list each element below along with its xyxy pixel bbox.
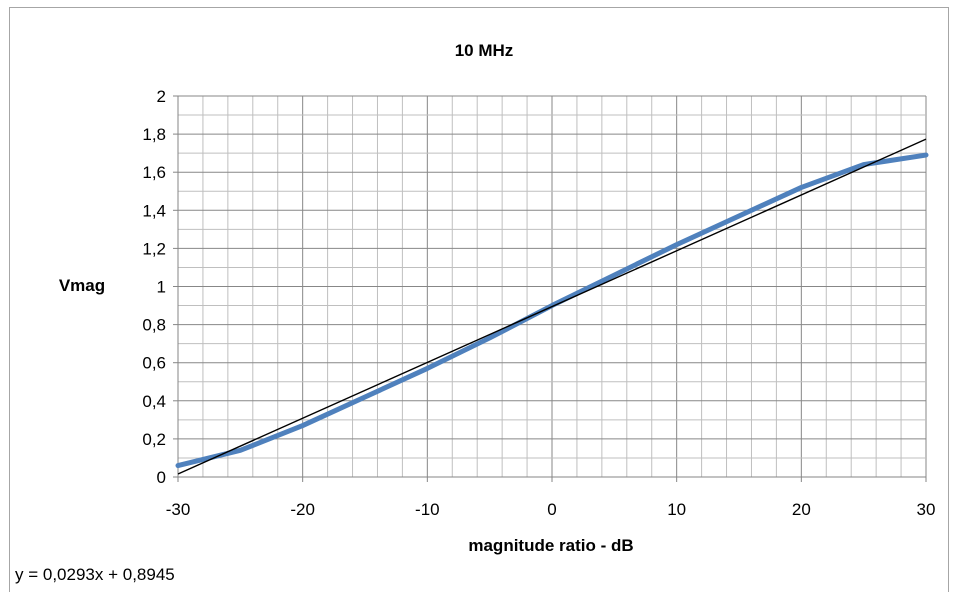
y-tick-label: 0,6: [142, 354, 166, 373]
y-tick-labels: 0 0,2 0,4 0,6 0,8 1 1,2 1,4 1,6 1,8 2: [142, 87, 166, 487]
x-axis-label: magnitude ratio - dB: [468, 536, 633, 555]
y-tick-label: 1,4: [142, 201, 166, 220]
trendline-equation: y = 0,0293x + 0,8945: [15, 565, 175, 584]
y-tick-label: 0: [157, 468, 166, 487]
y-tick-label: 1: [157, 278, 166, 297]
x-tick-label: 20: [792, 500, 811, 519]
x-tick-label: -20: [290, 500, 315, 519]
x-tick-label: 10: [667, 500, 686, 519]
x-tick-label: 30: [917, 500, 936, 519]
y-tick-label: 2: [157, 87, 166, 106]
grid: [173, 95, 927, 482]
chart-title: 10 MHz: [455, 41, 514, 60]
y-axis-label: Vmag: [59, 276, 105, 295]
x-tick-labels: -30 -20 -10 0 10 20 30: [166, 500, 936, 519]
y-tick-label: 0,2: [142, 430, 166, 449]
x-tick-label: -30: [166, 500, 191, 519]
x-tick-label: 0: [547, 500, 556, 519]
y-tick-label: 0,4: [142, 392, 166, 411]
series-layer: [175, 138, 929, 475]
y-tick-label: 1,2: [142, 239, 166, 258]
y-tick-label: 0,8: [142, 316, 166, 335]
linear-trendline: [177, 138, 927, 475]
y-tick-label: 1,6: [142, 163, 166, 182]
data-series-line: [175, 152, 929, 469]
chart-frame: [9, 7, 949, 592]
x-tick-label: -10: [415, 500, 440, 519]
y-tick-label: 1,8: [142, 125, 166, 144]
